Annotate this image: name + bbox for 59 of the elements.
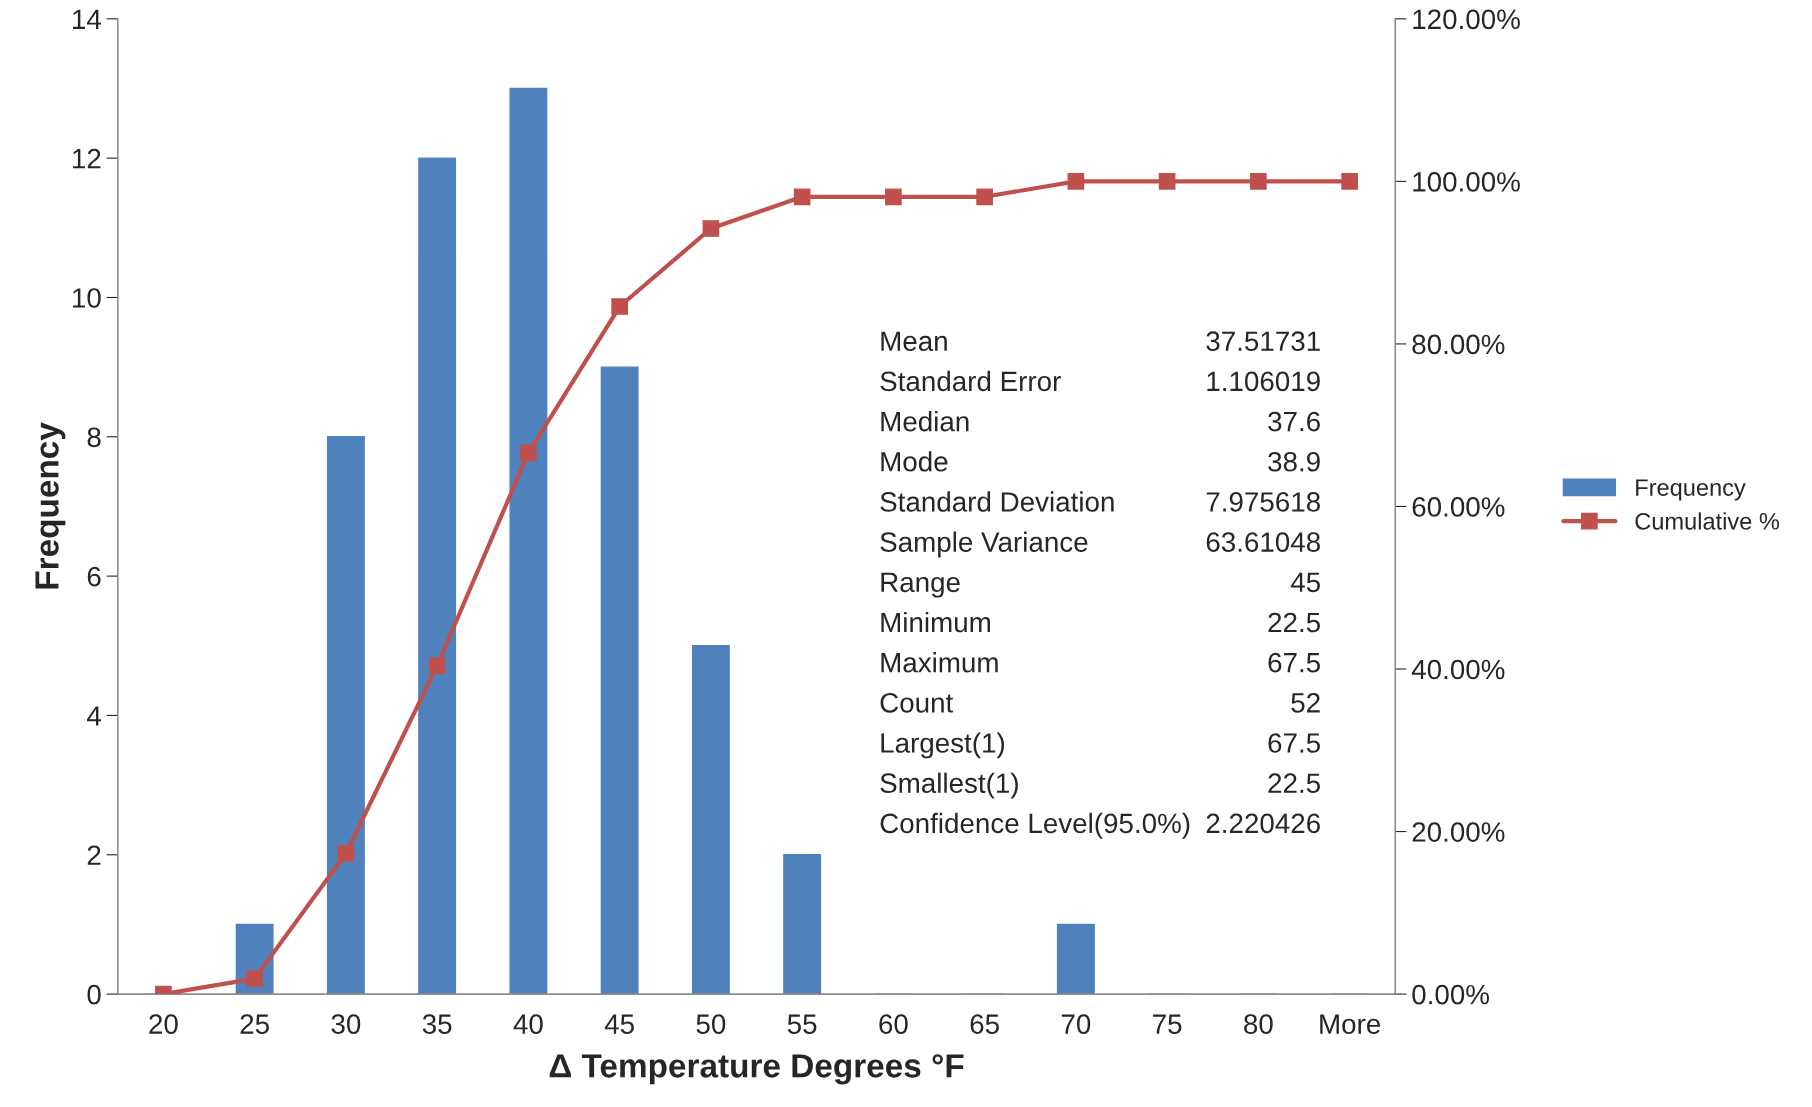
- y2-tick-label: 60.00%: [1412, 497, 1505, 517]
- annotation: 38.9: [1268, 451, 1320, 472]
- annotation: Standard Error: [880, 370, 1061, 392]
- annotation: Smallest(1): [880, 772, 1018, 799]
- x-tick-label: 70: [1061, 1014, 1091, 1034]
- y-tick-label: 2: [87, 845, 101, 865]
- annotation: 22.5: [1268, 612, 1320, 633]
- x-tick-label: 60: [879, 1014, 908, 1034]
- x-tick-label: 25: [240, 1014, 269, 1034]
- x-tick-label: 65: [970, 1014, 999, 1034]
- y2-tick-label: 20.00%: [1412, 822, 1505, 842]
- x-tick-label: 35: [422, 1014, 452, 1034]
- annotation: 7.975618: [1206, 492, 1320, 512]
- legend-label: Cumulative %: [1635, 512, 1780, 530]
- annotation: 2.220426: [1206, 813, 1320, 834]
- y2-tick-label: 100.00%: [1413, 172, 1520, 192]
- annotation: 67.5: [1268, 652, 1320, 673]
- annotation: 45: [1290, 572, 1320, 593]
- y-tick-label: 10: [73, 288, 101, 308]
- y-tick-label: 14: [73, 9, 101, 29]
- x-axis-title: Δ Temperature Degrees °F: [549, 1054, 964, 1085]
- x-tick-label: 40: [513, 1014, 543, 1034]
- y2-tick-label: 0.00%: [1412, 984, 1489, 1005]
- y-tick-label: 0: [87, 984, 101, 1005]
- annotation: Minimum: [881, 611, 990, 633]
- annotation: Mean: [881, 331, 947, 352]
- y-axis-title: Frequency: [35, 422, 66, 589]
- y2-tick-label: 120.00%: [1413, 9, 1520, 30]
- annotation: Mode: [881, 451, 948, 472]
- annotation: 67.5: [1268, 733, 1320, 753]
- annotation: Median: [881, 411, 969, 432]
- annotation: 63.61048: [1206, 532, 1320, 552]
- annotation: Sample Variance: [880, 531, 1088, 558]
- annotation: Range: [881, 572, 960, 598]
- y2-tick-label: 40.00%: [1411, 659, 1505, 680]
- y-tick-label: 4: [87, 706, 101, 726]
- annotation: 1.106019: [1207, 371, 1320, 392]
- y2-tick-label: 80.00%: [1412, 334, 1505, 355]
- x-tick-label: More: [1320, 1014, 1381, 1034]
- x-tick-label: 45: [604, 1014, 634, 1034]
- annotation: 37.6: [1268, 411, 1320, 432]
- x-tick-label: 30: [331, 1014, 361, 1034]
- annotation: 52: [1291, 693, 1320, 713]
- annotation: Largest(1): [881, 732, 1005, 759]
- annotation: Standard Deviation: [880, 491, 1114, 512]
- x-tick-label: 50: [696, 1014, 726, 1034]
- annotation: Maximum: [881, 652, 998, 673]
- x-tick-label: 55: [787, 1014, 817, 1034]
- legend-label: Frequency: [1636, 479, 1746, 501]
- x-tick-label: 20: [149, 1014, 178, 1034]
- y-tick-label: 6: [87, 566, 101, 587]
- y-tick-label: 12: [73, 148, 101, 169]
- x-tick-label: 80: [1244, 1014, 1273, 1034]
- annotation: 22.5: [1268, 773, 1320, 794]
- annotation: Count: [880, 693, 954, 713]
- x-tick-label: 75: [1153, 1014, 1182, 1034]
- annotation: Confidence Level(95.0%): [880, 812, 1190, 839]
- y-tick-label: 8: [87, 427, 101, 448]
- annotation: 37.51731: [1206, 331, 1320, 352]
